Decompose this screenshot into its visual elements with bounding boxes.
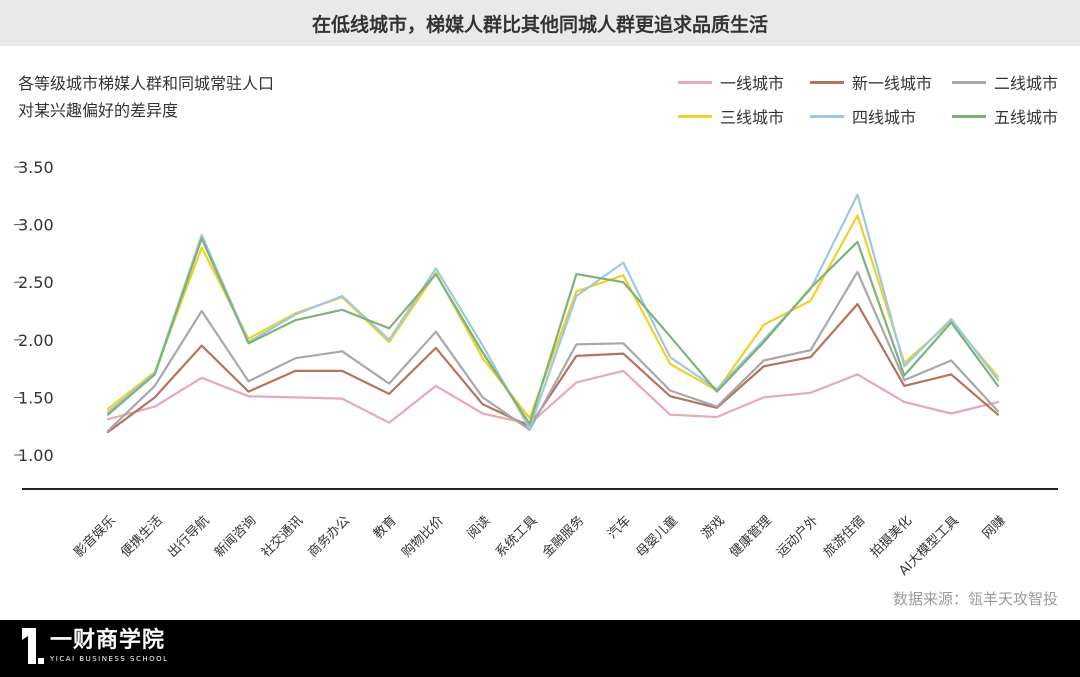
- series-line-1: [106, 303, 1000, 434]
- series-line-3: [106, 214, 1000, 420]
- x-tick-label: 教育: [370, 513, 400, 543]
- legend-item: 二线城市: [952, 70, 1068, 94]
- legend-swatch: [678, 114, 712, 118]
- brand-english-name: YICAI BUSINESS SCHOOL: [50, 655, 169, 663]
- y-tick-label: 1.00: [18, 446, 54, 465]
- x-tick-label: 网赚: [979, 513, 1009, 543]
- data-source: 数据来源：瓴羊天攻智投: [892, 590, 1058, 608]
- x-tick-label: 影音娱乐: [71, 513, 119, 561]
- x-tick-label: 游戏: [699, 513, 728, 542]
- series-line-4: [106, 193, 1000, 430]
- legend-label: 三线城市: [720, 108, 785, 127]
- title-bar: 在低线城市，梯媒人群比其他同城人群更追求品质生活: [0, 0, 1080, 46]
- y-tick-label: 2.00: [18, 331, 54, 350]
- legend-swatch: [810, 114, 844, 118]
- x-tick-label: 购物比价: [399, 513, 447, 561]
- chart-title: 在低线城市，梯媒人群比其他同城人群更追求品质生活: [311, 13, 768, 36]
- x-tick-label: 运动户外: [773, 513, 821, 561]
- x-tick-label: 母婴儿童: [633, 513, 681, 561]
- x-tick-label: 金融服务: [539, 513, 587, 561]
- legend-item: 五线城市: [952, 104, 1068, 128]
- x-tick-label: 便携生活: [118, 513, 166, 561]
- subtitle-line-1: 各等级城市梯媒人群和同城常驻人口: [18, 74, 275, 93]
- brand-name: 一财商学院: [50, 628, 166, 653]
- legend-label: 新一线城市: [852, 74, 933, 93]
- y-tick-label: 2.50: [18, 273, 54, 292]
- chart-legend: 一线城市 新一线城市 二线城市三线城市 四线城市 五线城市: [678, 70, 1068, 128]
- x-tick-label: 商务办公: [305, 513, 353, 561]
- legend-item: 三线城市: [678, 104, 810, 128]
- legend-item: 新一线城市: [810, 70, 952, 94]
- footer-bar: 一财商学院 YICAI BUSINESS SCHOOL: [0, 620, 1080, 677]
- x-tick-label: 新闻咨询: [211, 513, 259, 561]
- y-tick-label: 3.50: [18, 158, 54, 177]
- legend-item: 四线城市: [810, 104, 952, 128]
- legend-swatch: [952, 114, 986, 118]
- legend-label: 一线城市: [720, 74, 785, 93]
- legend-swatch: [810, 80, 844, 84]
- y-tick-label: 3.00: [18, 216, 54, 235]
- line-chart: 1.00 1.50 2.00 2.50 3.00 3.50 影音娱乐 便携生活 出行导航 新闻咨询…: [14, 158, 1058, 579]
- legend-item: 一线城市: [678, 70, 810, 94]
- legend-label: 二线城市: [994, 74, 1059, 93]
- brand-mark-icon: [22, 628, 44, 664]
- legend-swatch: [952, 80, 986, 84]
- legend-label: 四线城市: [852, 108, 917, 127]
- x-tick-label: 阅读: [465, 513, 494, 542]
- x-tick-label: 健康管理: [727, 513, 775, 561]
- subtitle-line-2: 对某兴趣偏好的差异度: [18, 101, 179, 120]
- x-tick-label: 旅游住宿: [820, 513, 868, 561]
- legend-swatch: [678, 80, 712, 84]
- x-tick-label: 汽车: [604, 513, 634, 543]
- series-line-0: [106, 369, 1000, 425]
- chart-subtitle: 各等级城市梯媒人群和同城常驻人口 对某兴趣偏好的差异度: [18, 70, 348, 124]
- x-tick-label: 出行导航: [164, 513, 212, 561]
- series-line-5: [106, 237, 1000, 425]
- x-tick-label: 拍摄美化: [868, 513, 915, 560]
- x-tick-label: 社交通讯: [258, 513, 306, 561]
- legend-label: 五线城市: [994, 108, 1059, 127]
- series-line-2: [106, 270, 1000, 432]
- x-tick-label: 系统工具: [493, 513, 540, 560]
- y-tick-label: 1.50: [18, 388, 54, 407]
- brand-logo: 一财商学院 YICAI BUSINESS SCHOOL: [18, 628, 169, 664]
